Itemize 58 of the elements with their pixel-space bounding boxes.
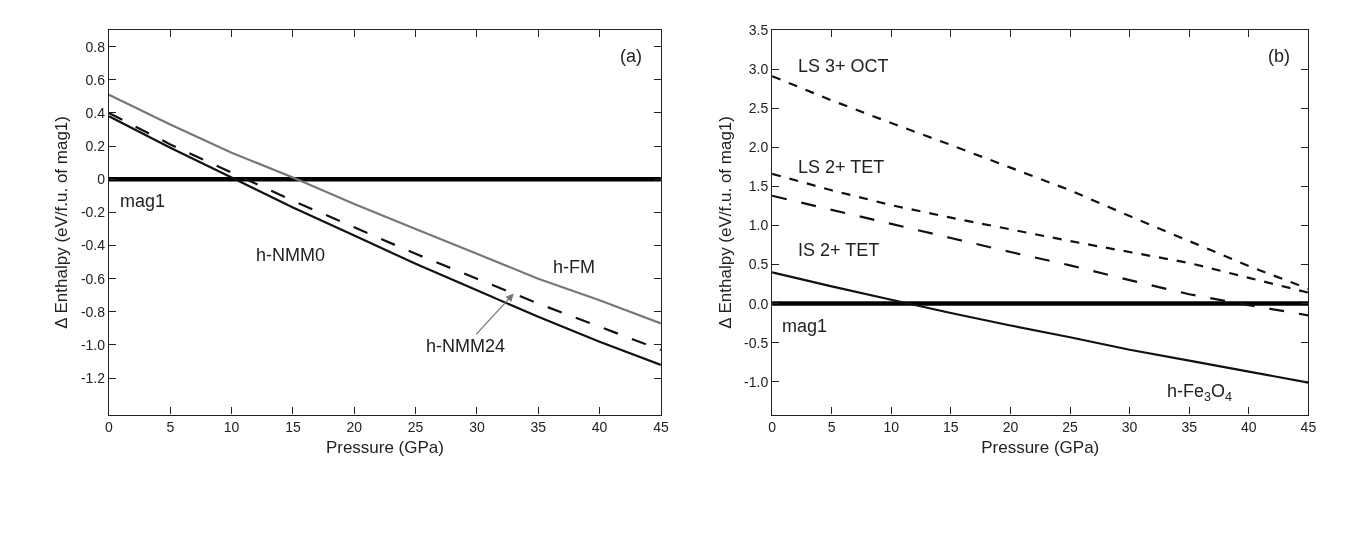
x-tick-label: 25: [1062, 419, 1079, 436]
y-axis-title: Δ Enthalpy (eV/f.u. of mag1): [52, 116, 72, 329]
y-axis-title: Δ Enthalpy (eV/f.u. of mag1): [715, 116, 735, 329]
y-tick-label: 0.4: [85, 104, 106, 121]
annotation: (b): [1268, 46, 1290, 66]
y-tick-label: 0.5: [748, 256, 769, 273]
line-series: [108, 93, 661, 325]
y-tick-label: -1.0: [80, 336, 106, 353]
x-tick-label: 10: [223, 419, 240, 436]
series-label: h-Fe$_{3}$O$_{4}$: [1167, 381, 1233, 404]
y-tick-label: -1.0: [744, 373, 769, 390]
y-tick-label: 0.6: [85, 71, 106, 88]
series-label: mag1: [120, 191, 166, 211]
x-tick-label: 25: [407, 419, 424, 436]
x-tick-label: 15: [943, 419, 959, 436]
y-tick-label: 1.0: [748, 217, 769, 234]
x-tick-label: 20: [346, 419, 363, 436]
x-tick-label: 20: [1002, 419, 1019, 436]
line-series: [772, 194, 1309, 317]
y-tick-label: 2.5: [748, 100, 769, 117]
y-tick-label: 0.2: [85, 137, 106, 154]
y-tick-label: -0.5: [744, 334, 769, 351]
series-label: h-NMM0: [256, 245, 326, 265]
x-tick-label: 45: [1300, 419, 1317, 436]
x-axis-title: Pressure (GPa): [981, 437, 1100, 457]
x-tick-label: 5: [827, 419, 836, 436]
y-tick-label: -0.8: [80, 303, 106, 320]
line-series: [772, 271, 1309, 384]
y-tick-label: 3.0: [748, 61, 769, 78]
series-label: LS 2+ TET: [798, 157, 885, 177]
y-tick-label: -0.6: [80, 270, 106, 287]
x-tick-label: 30: [1121, 419, 1138, 436]
y-tick-label: 0: [97, 171, 106, 188]
annotation: h-NMM24: [426, 336, 506, 356]
x-tick-label: 40: [591, 419, 608, 436]
series-label: mag1: [782, 316, 828, 336]
series-label: LS 3+ OCT: [798, 56, 889, 76]
y-tick-label: 2.0: [748, 139, 769, 156]
y-tick-label: 1.5: [748, 178, 769, 195]
x-tick-label: 15: [285, 419, 301, 436]
y-tick-label: -0.4: [80, 237, 106, 254]
y-tick-label: -1.2: [80, 370, 106, 387]
y-tick-label: 0.8: [85, 38, 106, 55]
x-tick-label: 35: [530, 419, 547, 436]
y-tick-label: -0.2: [80, 204, 106, 221]
annotation: (a): [620, 46, 642, 66]
x-tick-label: 5: [166, 419, 175, 436]
x-tick-label: 40: [1241, 419, 1257, 436]
x-tick-label: 10: [883, 419, 900, 436]
y-tick-label: 3.5: [748, 21, 769, 38]
x-tick-label: 30: [469, 419, 485, 436]
x-tick-label: 35: [1181, 419, 1198, 436]
x-axis-title: Pressure (GPa): [325, 437, 444, 457]
x-tick-label: 45: [653, 419, 669, 436]
y-tick-label: 0.0: [748, 295, 769, 312]
series-label: IS 2+ TET: [798, 240, 880, 260]
line-series: [772, 75, 1309, 290]
series-label: h-FM: [553, 257, 595, 277]
